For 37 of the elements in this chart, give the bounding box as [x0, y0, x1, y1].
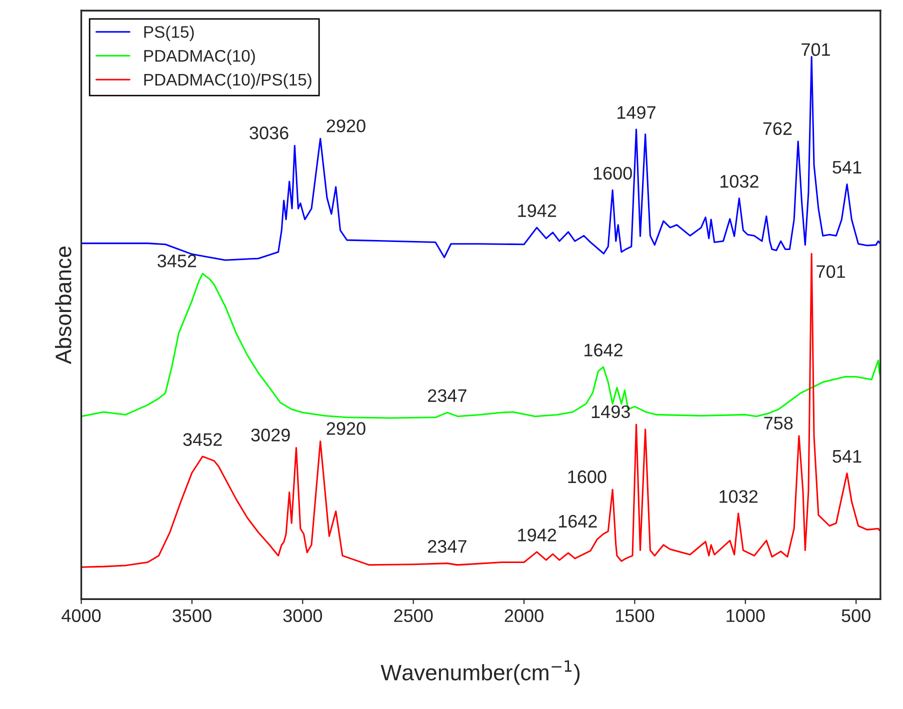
x-tick-label: 3500	[172, 609, 212, 622]
annotation: 1497	[618, 106, 656, 119]
annotation: 2920	[326, 120, 366, 132]
x-tick-label: 4000	[62, 609, 101, 622]
annotation: 1493	[592, 405, 630, 418]
x-tick-label: 500	[842, 609, 870, 622]
annotation: 1032	[720, 490, 758, 503]
annotation: 1600	[594, 166, 632, 180]
y-axis-title: Absorbance	[55, 246, 72, 364]
annotation: 701	[802, 43, 830, 56]
annotation: 1942	[518, 204, 556, 218]
annotation: 541	[832, 161, 862, 174]
annotation: 1600	[568, 470, 606, 484]
x-axis-title: Wavenumber(cm$^{−1}$)	[380, 660, 580, 685]
x-tick-label: 2500	[394, 609, 433, 622]
annotation: 758	[764, 416, 793, 430]
annotation: 762	[763, 122, 792, 135]
legend-label: PDADMAC(10)/PS(15)	[144, 73, 312, 89]
x-tick-label: 1500	[616, 609, 654, 622]
annotation: 3036	[250, 126, 288, 140]
annotation: 2347	[428, 540, 466, 553]
annotation: 1642	[558, 514, 597, 528]
annotation: 1032	[720, 174, 758, 188]
x-tick-label: 3000	[283, 609, 322, 622]
x-tick-label: 2000	[504, 609, 544, 622]
legend-label: PDADMAC(10)	[144, 50, 255, 66]
annotation: 1942	[518, 528, 556, 542]
annotation: 2347	[428, 389, 466, 402]
annotation: 541	[832, 450, 862, 463]
annotation: 1642	[584, 344, 622, 356]
annotation: 3029	[251, 428, 290, 442]
annotation: 3452	[183, 433, 222, 446]
x-tick-label: 1000	[726, 609, 765, 622]
annotation: 2920	[326, 422, 366, 435]
annotation: 701	[816, 265, 845, 278]
legend-label: PS(15)	[144, 26, 194, 42]
annotation: 3452	[158, 254, 196, 268]
